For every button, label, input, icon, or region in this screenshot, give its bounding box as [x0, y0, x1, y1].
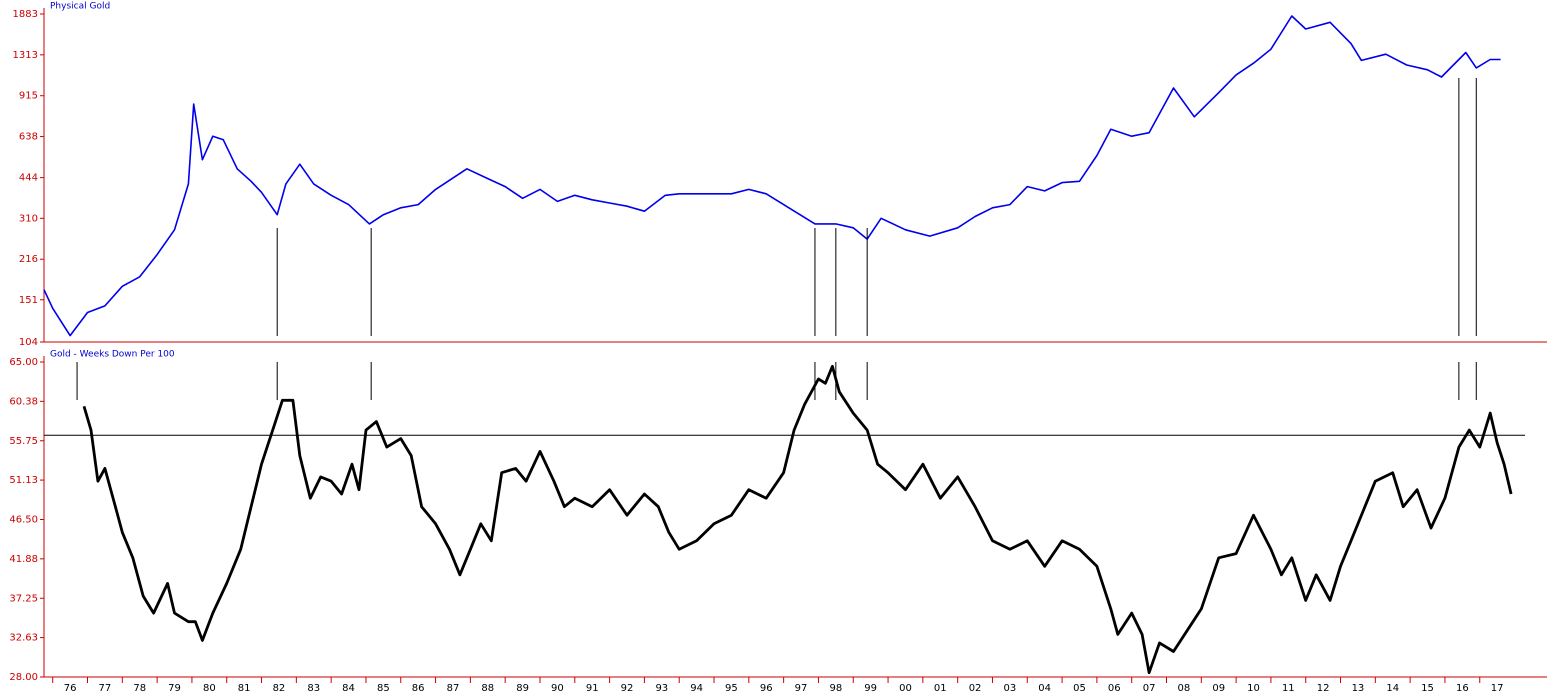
y-tick-label: 151: [19, 295, 38, 306]
x-tick-label: 10: [1247, 683, 1260, 694]
x-tick-label: 82: [273, 683, 286, 694]
x-tick-label: 09: [1212, 683, 1225, 694]
x-tick-label: 77: [99, 683, 112, 694]
series-line: [43, 15, 1501, 337]
x-tick-label: 03: [1004, 683, 1017, 694]
x-tick-label: 99: [864, 683, 877, 694]
y-tick-label: 104: [19, 337, 38, 348]
x-tick-label: 06: [1108, 683, 1121, 694]
x-tick-label: 02: [969, 683, 982, 694]
x-tick-label: 00: [899, 683, 912, 694]
y-tick-label: 41.88: [9, 554, 38, 565]
x-tick-label: 05: [1073, 683, 1086, 694]
panel-title: Physical Gold: [50, 2, 110, 12]
y-tick-label: 310: [19, 213, 38, 224]
y-tick-label: 51.13: [9, 475, 38, 486]
x-tick-label: 76: [64, 683, 77, 694]
x-tick-label: 01: [934, 683, 947, 694]
y-tick-label: 46.50: [9, 515, 38, 526]
x-tick-label: 81: [238, 683, 251, 694]
y-tick-label: 1883: [13, 9, 38, 20]
x-tick-label: 94: [690, 683, 703, 694]
x-tick-label: 96: [760, 683, 773, 694]
y-tick-label: 32.63: [9, 633, 38, 644]
y-tick-label: 65.00: [9, 357, 38, 368]
x-tick-label: 78: [133, 683, 146, 694]
x-tick-label: 98: [829, 683, 842, 694]
y-tick-label: 28.00: [9, 672, 38, 683]
y-tick-label: 444: [19, 173, 38, 184]
x-tick-label: 88: [481, 683, 494, 694]
y-tick-label: 55.75: [9, 436, 38, 447]
x-tick-label: 12: [1317, 683, 1330, 694]
panel-title: Gold - Weeks Down Per 100: [50, 350, 175, 360]
x-tick-label: 04: [1038, 683, 1051, 694]
y-tick-label: 216: [19, 254, 38, 265]
x-tick-label: 15: [1421, 683, 1434, 694]
x-tick-label: 80: [203, 683, 216, 694]
y-tick-label: 60.38: [9, 396, 38, 407]
x-tick-label: 14: [1386, 683, 1399, 694]
x-tick-label: 79: [168, 683, 181, 694]
x-tick-label: 93: [655, 683, 668, 694]
x-tick-label: 11: [1282, 683, 1295, 694]
x-tick-label: 87: [447, 683, 460, 694]
x-tick-label: 83: [307, 683, 320, 694]
x-tick-label: 92: [621, 683, 634, 694]
x-tick-label: 07: [1143, 683, 1156, 694]
y-tick-label: 37.25: [9, 593, 38, 604]
x-tick-label: 91: [586, 683, 599, 694]
x-tick-label: 97: [795, 683, 808, 694]
x-tick-label: 84: [342, 683, 355, 694]
x-tick-label: 17: [1491, 683, 1504, 694]
x-tick-label: 08: [1178, 683, 1191, 694]
x-tick-label: 89: [516, 683, 529, 694]
x-tick-label: 85: [377, 683, 390, 694]
y-tick-label: 1313: [13, 50, 38, 61]
series-line: [82, 364, 1513, 675]
x-tick-label: 90: [551, 683, 564, 694]
x-tick-label: 13: [1352, 683, 1365, 694]
y-tick-label: 638: [19, 132, 38, 143]
x-tick-label: 95: [725, 683, 738, 694]
x-tick-label: 86: [412, 683, 425, 694]
x-tick-label: 16: [1456, 683, 1469, 694]
y-tick-label: 915: [19, 91, 38, 102]
